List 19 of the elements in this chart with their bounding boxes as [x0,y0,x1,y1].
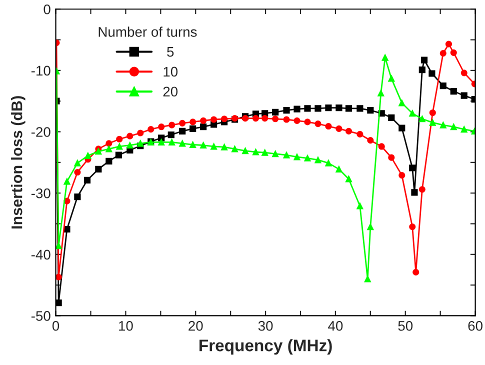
legend-label: 10 [164,66,178,77]
x-tick-label: 30 [258,320,273,331]
x-tick-label: 20 [188,320,203,331]
y-tick-label: -50 [31,311,50,321]
x-tick-label: 50 [398,320,413,331]
legend-label: 20 [163,86,178,97]
y-axis-title: Insertion loss (dB) [11,96,26,228]
x-tick-label: 60 [468,320,482,331]
legend-title: Number of turns [98,26,197,37]
y-tick-label: -10 [31,66,50,76]
y-tick-label: 0 [44,4,50,14]
x-tick-label: 10 [119,320,133,331]
y-tick-label: -40 [31,250,50,260]
y-tick-label: -30 [31,188,50,198]
legend-label: 5 [167,47,174,57]
y-tick-label: -20 [31,127,50,137]
x-axis-title: Frequency (MHz) [200,339,332,355]
x-tick-label: 40 [328,320,343,331]
x-tick-label: 0 [52,320,60,331]
